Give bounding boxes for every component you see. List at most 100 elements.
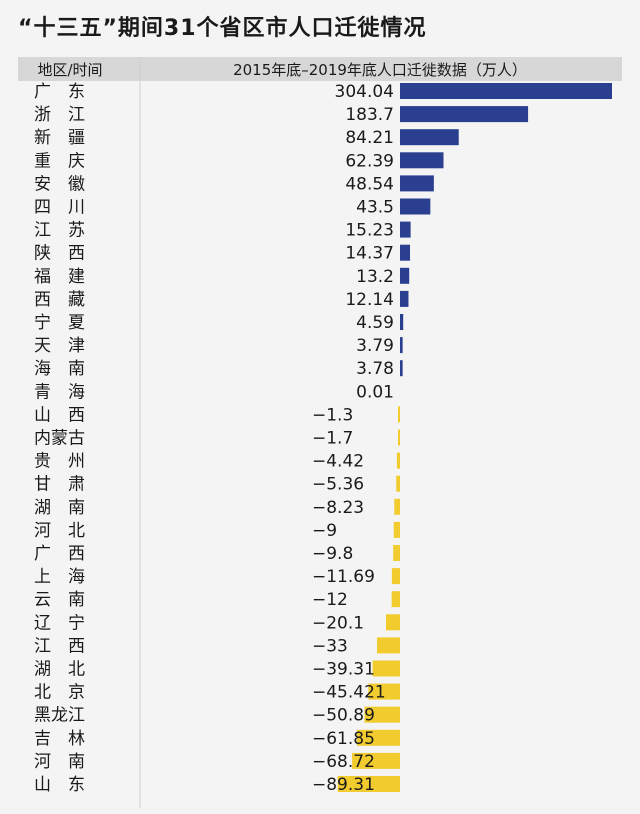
bar [391, 591, 400, 608]
chart-row: 贵 州 −4.42 [34, 452, 400, 472]
region-label: 河 南 [34, 752, 85, 772]
region-label: 海 南 [34, 359, 85, 379]
region-label: 四 川 [34, 198, 85, 218]
chart-row: 安 徽 48.54 [34, 174, 434, 194]
value-label: −9 [312, 521, 337, 541]
bar [396, 475, 400, 492]
bar [356, 729, 400, 746]
bar [398, 429, 400, 446]
chart-row: 北 京 −45.421 [34, 683, 400, 703]
region-label: 山 西 [34, 405, 85, 425]
bar [400, 290, 409, 307]
chart-row: 内蒙古 −1.7 [34, 429, 400, 449]
value-label: 3.78 [356, 359, 394, 379]
region-label: 广 西 [34, 544, 85, 564]
bar [393, 521, 400, 538]
bar [352, 752, 400, 769]
chart-row: 西 藏 12.14 [34, 290, 409, 310]
bar [396, 452, 400, 469]
region-label: 江 苏 [34, 221, 85, 241]
region-label: 重 庆 [34, 151, 85, 171]
chart-row: 宁 夏 4.59 [34, 313, 404, 333]
chart-row: 天 津 3.79 [34, 336, 403, 356]
value-label: 12.14 [345, 290, 394, 310]
region-label: 河 北 [34, 521, 85, 541]
value-label: −68.72 [312, 752, 375, 772]
bar [391, 568, 400, 585]
chart-row: 福 建 13.2 [34, 267, 410, 287]
chart-row: 辽 宁 −20.1 [34, 613, 400, 633]
chart-row: 四 川 43.5 [34, 198, 431, 218]
bar [400, 267, 410, 284]
chart-row: 江 西 −33 [34, 636, 400, 656]
value-label: 14.37 [345, 244, 394, 264]
region-label: 山 东 [34, 775, 85, 795]
region-label: 安 徽 [34, 174, 85, 194]
chart-row: 湖 北 −39.31 [34, 660, 400, 680]
value-label: 3.79 [356, 336, 394, 356]
region-label: 辽 宁 [34, 613, 85, 633]
region-label: 上 海 [34, 567, 85, 587]
value-label: −50.89 [312, 706, 375, 726]
chart-row: 甘 肃 −5.36 [34, 475, 400, 495]
value-label: −61.85 [312, 729, 375, 749]
chart-rows: 广 东 304.04 浙 江 183.7 新 疆 84.21 重 庆 62.39 安 徽 48.5… [34, 82, 612, 795]
chart-title: “十三五”期间31个省区市人口迁徙情况 [18, 16, 427, 41]
chart-row: 海 南 3.78 [34, 359, 403, 379]
bar [368, 683, 400, 700]
chart-row: 上 海 −11.69 [34, 567, 400, 587]
region-label: 黑龙江 [34, 706, 85, 726]
bar [400, 83, 612, 99]
bar [372, 660, 400, 677]
region-label: 广 东 [34, 82, 85, 102]
value-label: 0.01 [356, 382, 394, 402]
value-label: 4.59 [356, 313, 394, 333]
bar [394, 498, 400, 515]
chart-row: 青 海 0.01 [34, 382, 394, 402]
region-label: 江 西 [34, 636, 85, 656]
bar [400, 175, 434, 192]
chart-row: 山 西 −1.3 [34, 405, 400, 425]
bar [400, 106, 529, 123]
chart-row: 吉 林 −61.85 [34, 729, 400, 749]
value-label: 13.2 [356, 267, 394, 287]
chart-row: 河 南 −68.72 [34, 752, 400, 772]
value-label: −1.7 [312, 429, 353, 449]
value-label: −5.36 [312, 475, 364, 495]
chart-row: 广 西 −9.8 [34, 544, 400, 564]
value-label: 84.21 [345, 128, 394, 148]
bar [400, 314, 404, 330]
region-label: 湖 南 [34, 498, 85, 518]
value-label: −12 [312, 590, 348, 610]
value-label: 15.23 [345, 221, 394, 241]
region-label: 陕 西 [34, 244, 85, 264]
region-label: 湖 北 [34, 660, 85, 680]
value-label: 62.39 [345, 151, 394, 171]
value-label: −89.31 [312, 775, 375, 795]
value-label: −9.8 [312, 544, 353, 564]
value-label: −45.421 [312, 683, 386, 703]
chart-row: 浙 江 183.7 [34, 105, 529, 125]
bar [400, 198, 431, 215]
header-region-label: 地区/时间 [37, 61, 102, 79]
chart-row: 重 庆 62.39 [34, 151, 444, 171]
value-label: −33 [312, 636, 348, 656]
bar [400, 337, 403, 354]
chart-row: 广 东 304.04 [34, 82, 612, 102]
bar [400, 244, 411, 261]
chart-row: 黑龙江 −50.89 [34, 706, 400, 726]
value-label: −39.31 [312, 660, 375, 680]
value-label: −8.23 [312, 498, 364, 518]
bar [400, 360, 403, 377]
chart-row: 新 疆 84.21 [34, 128, 459, 148]
region-label: 浙 江 [34, 105, 85, 125]
value-label: −11.69 [312, 567, 375, 587]
chart-row: 江 苏 15.23 [34, 221, 411, 241]
value-label: −4.42 [312, 452, 364, 472]
region-label: 福 建 [34, 267, 85, 287]
region-label: 西 藏 [34, 290, 85, 310]
header-value-label: 2015年底–2019年底人口迁徙数据（万人） [233, 61, 527, 79]
region-label: 新 疆 [34, 128, 85, 148]
value-label: −20.1 [312, 613, 364, 633]
